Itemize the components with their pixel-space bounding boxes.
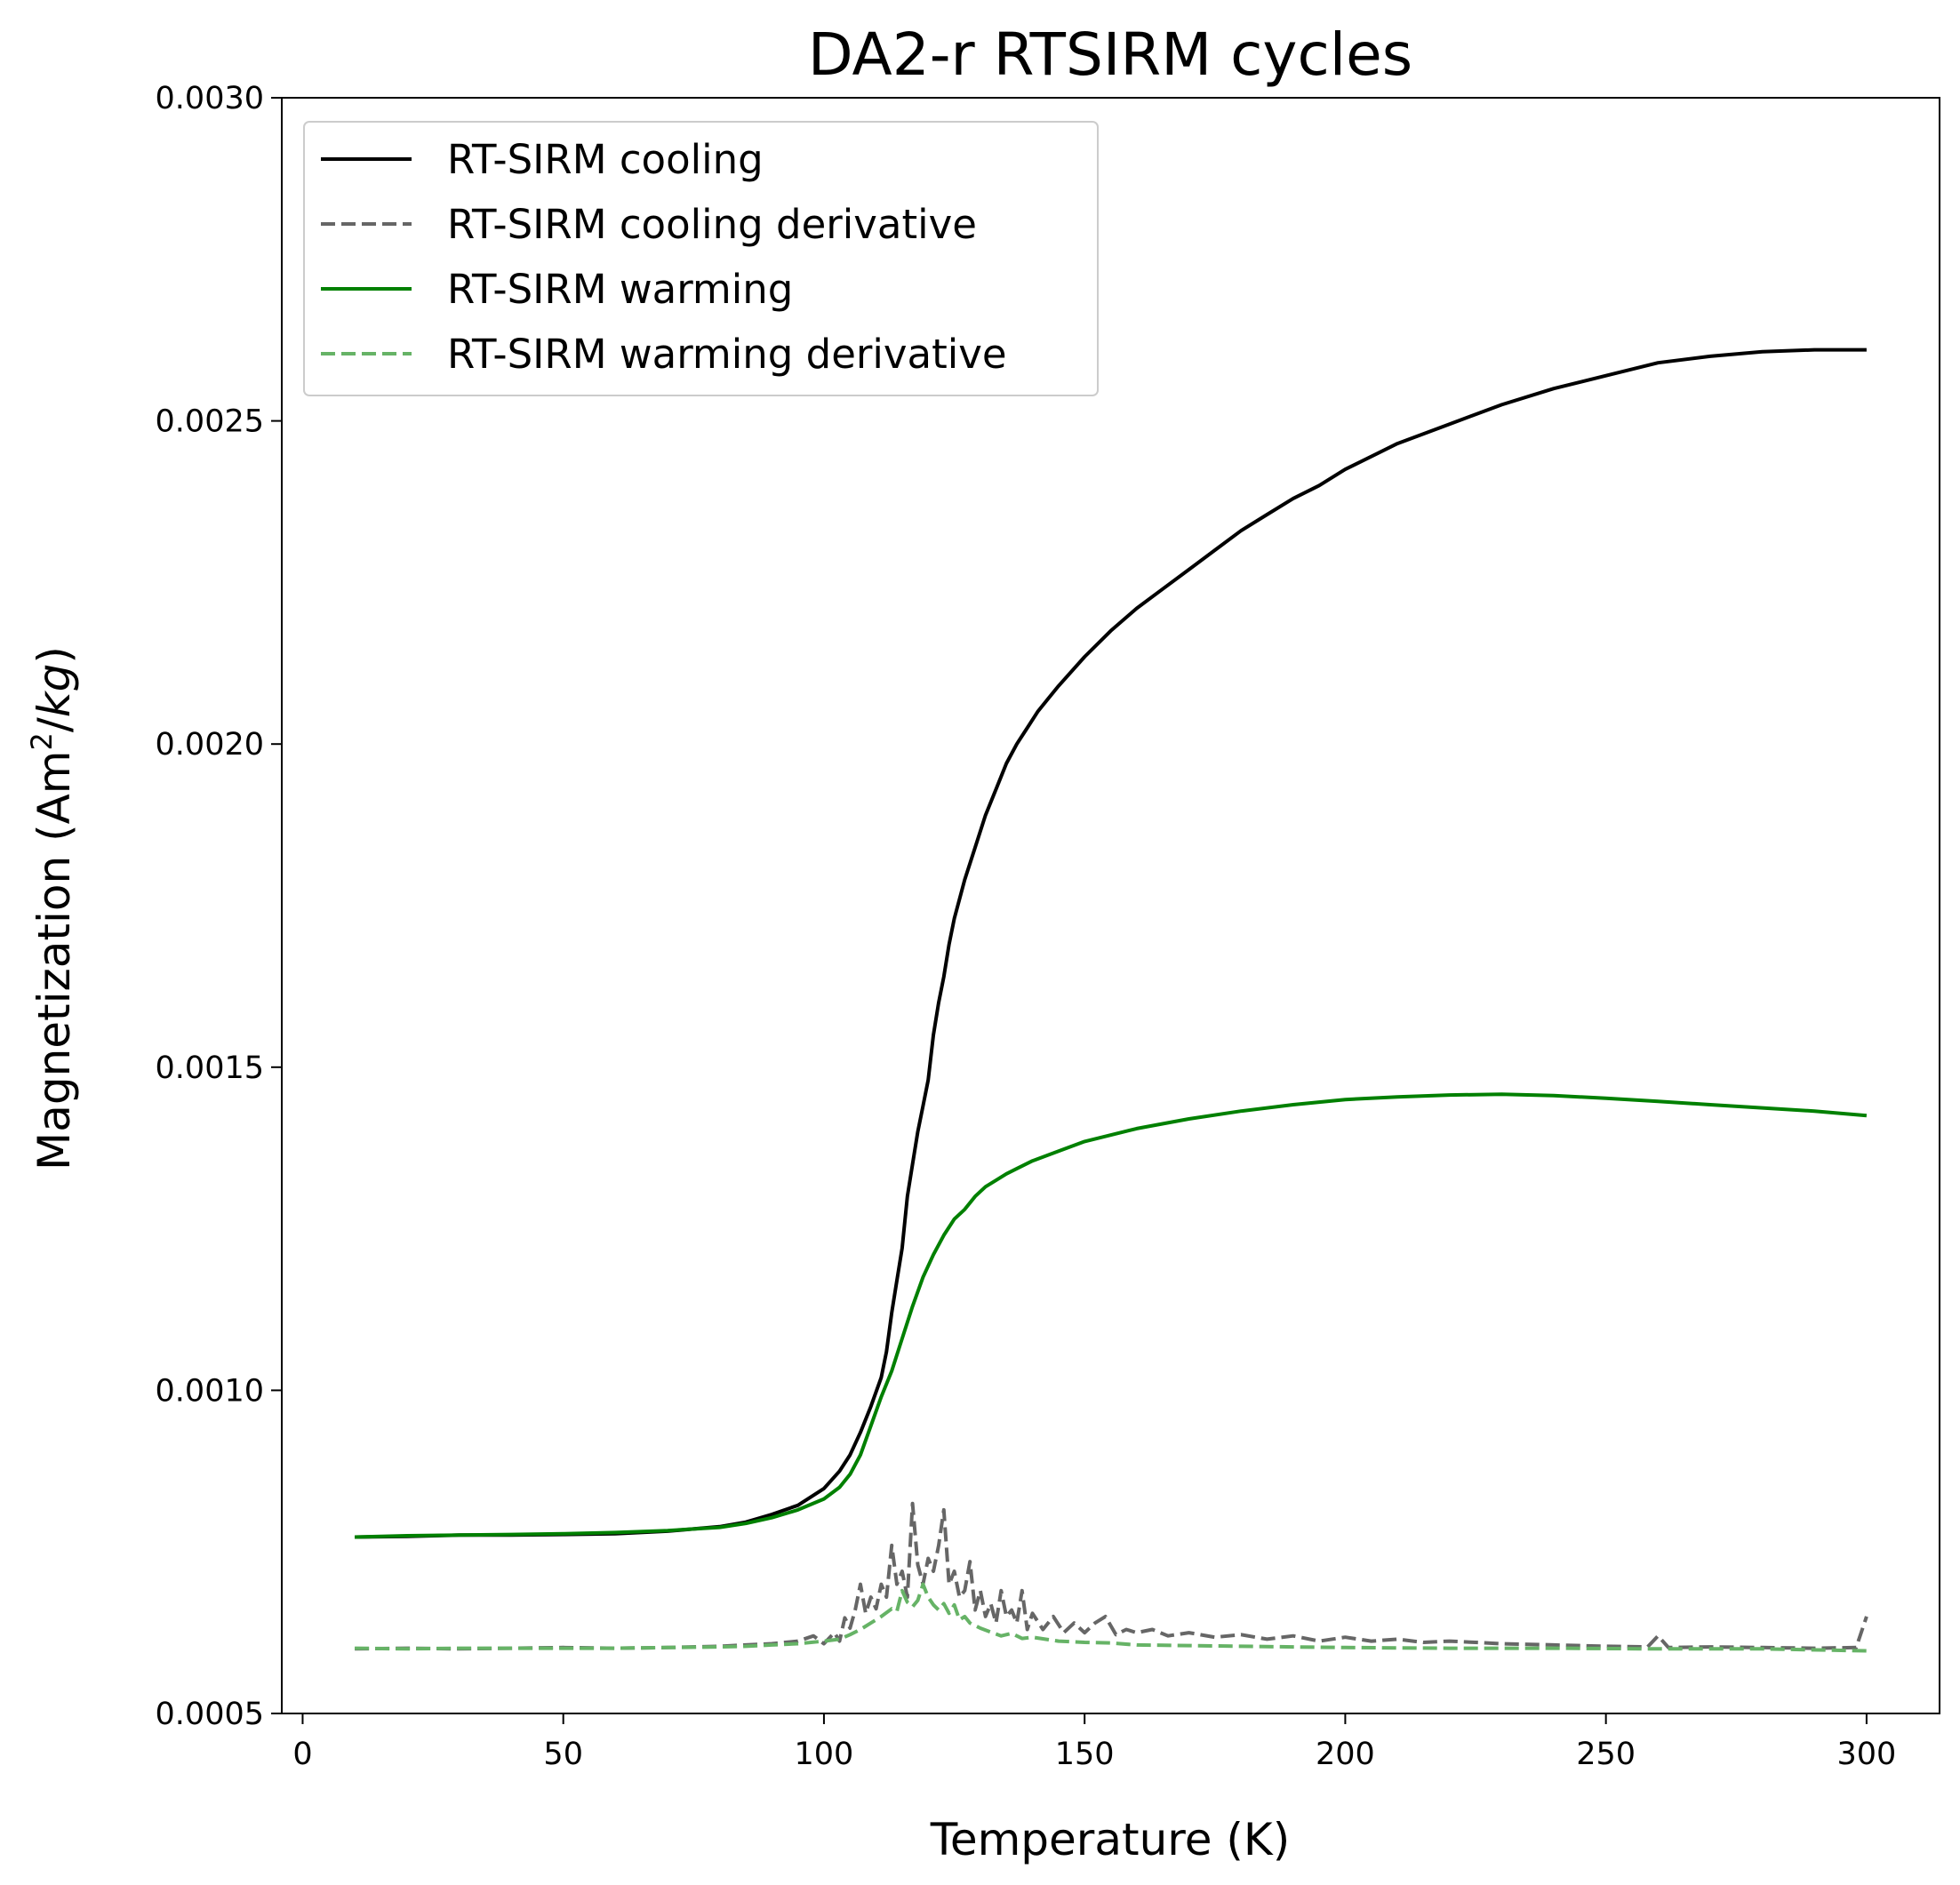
x-tick-label: 50	[543, 1737, 583, 1772]
legend: RT-SIRM cooling RT-SIRM cooling derivativ…	[303, 121, 1099, 396]
y-axis-label: Magnetization (Am2/kg)	[25, 646, 80, 1170]
y-tick-label: 0.0030	[156, 81, 264, 116]
y-axis-label-suffix: )	[28, 646, 80, 664]
y-tick-label: 0.0020	[156, 727, 264, 763]
x-axis: 0 50 100 150 200 250 300	[292, 1713, 1896, 1772]
x-tick-label: 0	[292, 1737, 312, 1772]
y-axis-label-kg: kg	[28, 664, 80, 718]
series-line-2	[355, 1501, 1868, 1651]
x-axis-label: Temperature (K)	[930, 1814, 1290, 1865]
series-line-4	[355, 1582, 1867, 1653]
y-tick-label: 0.0010	[156, 1373, 264, 1409]
legend-entry-label: RT-SIRM warming	[447, 266, 793, 313]
y-tick-label: 0.0025	[156, 404, 264, 440]
legend-entry-label: RT-SIRM warming derivative	[447, 331, 1007, 378]
y-axis: 0.0005 0.0010 0.0015 0.0020 0.0025 0.0030	[156, 81, 282, 1732]
series-line-1	[355, 347, 1867, 1539]
y-axis-label-prefix: Magnetization (Am	[28, 751, 80, 1170]
x-tick-label: 250	[1576, 1737, 1636, 1772]
legend-box	[303, 121, 1099, 396]
y-tick-label: 0.0015	[156, 1050, 264, 1086]
plot-series	[355, 347, 1868, 1653]
x-tick-label: 300	[1836, 1737, 1896, 1772]
legend-entry-label: RT-SIRM cooling	[447, 136, 764, 183]
x-tick-label: 100	[795, 1737, 854, 1772]
x-tick-label: 150	[1055, 1737, 1115, 1772]
series-line-3	[355, 1092, 1868, 1539]
legend-entry-label: RT-SIRM cooling derivative	[447, 201, 977, 248]
x-tick-label: 200	[1316, 1737, 1375, 1772]
plot-frame	[281, 97, 1940, 1714]
y-axis-label-sup: 2	[25, 732, 59, 750]
chart-title: DA2-r RTSIRM cycles	[808, 20, 1412, 89]
y-axis-label-slash: /	[28, 717, 80, 732]
y-tick-label: 0.0005	[156, 1697, 264, 1732]
